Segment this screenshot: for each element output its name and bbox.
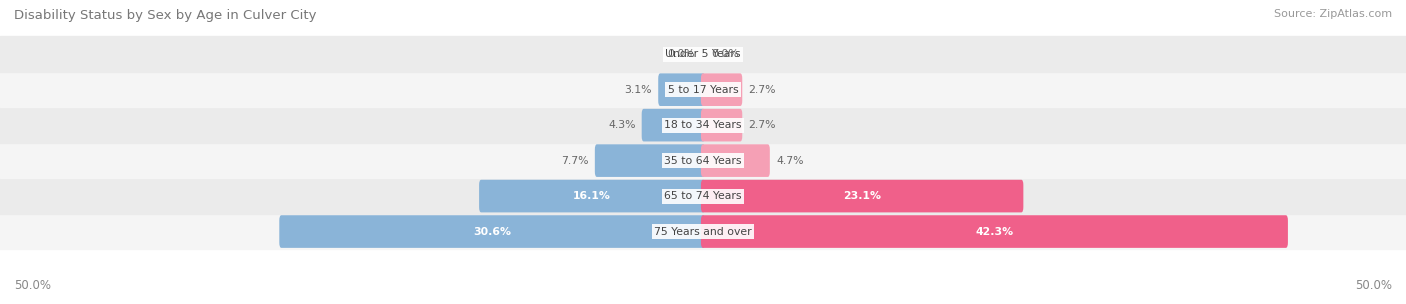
Text: 65 to 74 Years: 65 to 74 Years [664, 191, 742, 201]
Text: 5 to 17 Years: 5 to 17 Years [668, 85, 738, 95]
Text: 18 to 34 Years: 18 to 34 Years [664, 120, 742, 130]
Text: 2.7%: 2.7% [748, 85, 776, 95]
FancyBboxPatch shape [595, 144, 704, 177]
FancyBboxPatch shape [702, 180, 1024, 212]
Text: 0.0%: 0.0% [666, 49, 695, 59]
Bar [0, 143, 1406, 178]
Text: 42.3%: 42.3% [976, 226, 1014, 237]
Text: Disability Status by Sex by Age in Culver City: Disability Status by Sex by Age in Culve… [14, 9, 316, 22]
Text: 3.1%: 3.1% [624, 85, 652, 95]
Text: 23.1%: 23.1% [844, 191, 882, 201]
Text: 16.1%: 16.1% [574, 191, 612, 201]
Text: 4.7%: 4.7% [776, 156, 803, 166]
Text: 4.3%: 4.3% [607, 120, 636, 130]
FancyBboxPatch shape [479, 180, 704, 212]
Text: 30.6%: 30.6% [474, 226, 512, 237]
Bar [0, 178, 1406, 214]
Bar [0, 36, 1406, 72]
Bar [0, 214, 1406, 249]
FancyBboxPatch shape [280, 215, 704, 248]
Text: 75 Years and over: 75 Years and over [654, 226, 752, 237]
Bar [0, 107, 1406, 143]
Legend: Male, Female: Male, Female [636, 302, 770, 304]
Text: 50.0%: 50.0% [14, 279, 51, 292]
Text: 2.7%: 2.7% [748, 120, 776, 130]
FancyBboxPatch shape [658, 73, 704, 106]
FancyBboxPatch shape [641, 109, 704, 141]
Text: 35 to 64 Years: 35 to 64 Years [664, 156, 742, 166]
FancyBboxPatch shape [702, 215, 1288, 248]
FancyBboxPatch shape [702, 73, 742, 106]
Bar [0, 72, 1406, 107]
FancyBboxPatch shape [702, 144, 770, 177]
FancyBboxPatch shape [702, 109, 742, 141]
Text: 0.0%: 0.0% [711, 49, 740, 59]
Text: Source: ZipAtlas.com: Source: ZipAtlas.com [1274, 9, 1392, 19]
Text: 7.7%: 7.7% [561, 156, 589, 166]
Text: 50.0%: 50.0% [1355, 279, 1392, 292]
Text: Under 5 Years: Under 5 Years [665, 49, 741, 59]
